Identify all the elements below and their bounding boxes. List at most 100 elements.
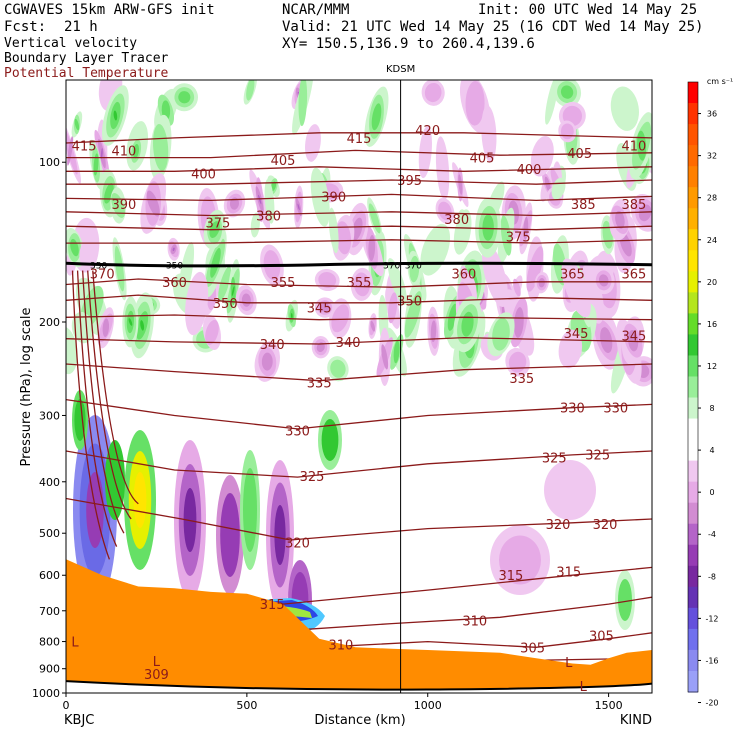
low-marker-0: L (71, 636, 79, 651)
colorbar: 36 32 28 24 20 16 12 8 4 0 -4 -8 -12 -16 -20 (687, 81, 719, 708)
velocity-cell (438, 201, 452, 221)
colorbar-swatch (688, 187, 698, 209)
theta-label-51: 309 (144, 668, 169, 683)
colorbar-tick-label: -16 (705, 656, 718, 665)
velocity-cell (526, 246, 544, 292)
colorbar-tick-label: 12 (707, 362, 717, 371)
y-tick-label: 300 (39, 409, 60, 422)
velocity-cell (133, 472, 147, 528)
theta-contour-line (92, 270, 139, 505)
velocity-cell (241, 293, 251, 307)
theta-label-29: 340 (260, 338, 285, 353)
x-tick-label: 0 (63, 699, 70, 712)
velocity-cell (258, 194, 262, 205)
theta-label-45: 315 (498, 569, 523, 584)
theta-label-12: 395 (397, 174, 422, 189)
velocity-cell (628, 329, 639, 352)
model-title: CGWAVES 15km ARW-GFS init (4, 2, 215, 18)
velocity-cell (71, 311, 94, 344)
velocity-cell (482, 243, 508, 308)
theta-label-22: 355 (347, 276, 372, 291)
theta-label-35: 330 (285, 424, 310, 439)
colorbar-swatch (688, 208, 698, 230)
theta-label-36: 330 (560, 402, 585, 417)
theta-label-47: 310 (328, 638, 353, 653)
theta-contour-line (66, 239, 652, 244)
velocity-cell (229, 197, 240, 210)
colorbar-swatch (688, 82, 698, 104)
y-tick-label: 400 (39, 476, 60, 489)
velocity-cell (393, 340, 400, 364)
velocity-cell (79, 241, 88, 264)
velocity-cell (185, 271, 209, 336)
theta-contour-line (301, 596, 652, 631)
init-time: Init: 00 UTC Wed 14 May 25 (478, 2, 698, 18)
y-tick-label: 600 (39, 569, 60, 582)
field-vertical-velocity: Vertical velocity (4, 36, 138, 51)
velocity-cell (492, 317, 510, 351)
colorbar-tick-label: 28 (707, 194, 717, 203)
theta-label-34: 335 (509, 372, 534, 387)
forecast-hour: 21 h (64, 19, 98, 35)
velocity-cell (290, 313, 293, 319)
velocity-cell (274, 505, 286, 565)
theta-label-41: 320 (285, 536, 310, 551)
theta-contour-line (81, 270, 125, 534)
theta-contour-line (76, 270, 118, 547)
colorbar-swatch (688, 544, 698, 567)
theta-contours (66, 132, 652, 672)
low-marker-2: L (565, 656, 573, 671)
colorbar-swatch (688, 481, 698, 504)
x-tick-label: 1000 (414, 699, 442, 712)
theta-label-10: 390 (111, 198, 136, 213)
y-tick-label: 500 (39, 527, 60, 540)
velocity-cell (243, 468, 257, 552)
y-axis-title: Pressure (hPa), log scale (19, 308, 34, 467)
theta-label-16: 375 (205, 217, 230, 232)
colorbar-tick-label: -8 (708, 572, 716, 581)
y-tick-label: 200 (39, 316, 60, 329)
velocity-cell (387, 258, 407, 306)
tropopause-label-0: 350 (90, 262, 107, 272)
theta-label-33: 335 (307, 377, 332, 392)
velocity-cell (220, 493, 240, 577)
colorbar-tick-label: 0 (709, 488, 714, 497)
theta-label-43: 320 (593, 518, 618, 533)
colorbar-swatch (688, 670, 698, 693)
colorbar-swatch (688, 145, 698, 167)
velocity-cell (330, 359, 346, 378)
theta-label-18: 375 (506, 231, 531, 246)
velocity-cell (74, 118, 80, 131)
velocity-cell (153, 123, 169, 172)
colorbar-tick-label: -4 (708, 530, 716, 539)
theta-contour-line (66, 497, 652, 541)
theta-label-5: 405 (470, 152, 495, 167)
colorbar-swatch (688, 229, 698, 251)
velocity-cell (93, 153, 99, 176)
station-label-kbjc: KBJC (64, 713, 94, 728)
theta-label-50: 305 (589, 630, 614, 645)
forecast-label: Fcst: (4, 19, 47, 35)
velocity-cell (305, 124, 321, 162)
station-label-kind: KIND (620, 713, 652, 728)
colorbar-swatch (688, 523, 698, 546)
theta-label-37: 330 (603, 402, 628, 417)
theta-label-6: 400 (517, 163, 542, 178)
colorbar-tick-label: 36 (707, 110, 717, 119)
x-tick-label: 1500 (595, 699, 623, 712)
colorbar-swatch (688, 586, 698, 609)
velocity-cell (178, 242, 195, 301)
colorbar-swatch (688, 334, 698, 357)
theta-contour-line (66, 166, 652, 172)
velocity-cell (146, 190, 160, 217)
theta-label-25: 365 (621, 267, 646, 282)
terrain-fill (66, 559, 652, 693)
colorbar-swatch (688, 376, 698, 399)
velocity-cell (638, 204, 652, 222)
theta-contour-line (66, 336, 652, 345)
velocity-cell (133, 143, 140, 159)
station-label-kdsm: KDSM (386, 64, 415, 75)
theta-label-8: 410 (621, 140, 646, 155)
velocity-cell (424, 82, 442, 103)
